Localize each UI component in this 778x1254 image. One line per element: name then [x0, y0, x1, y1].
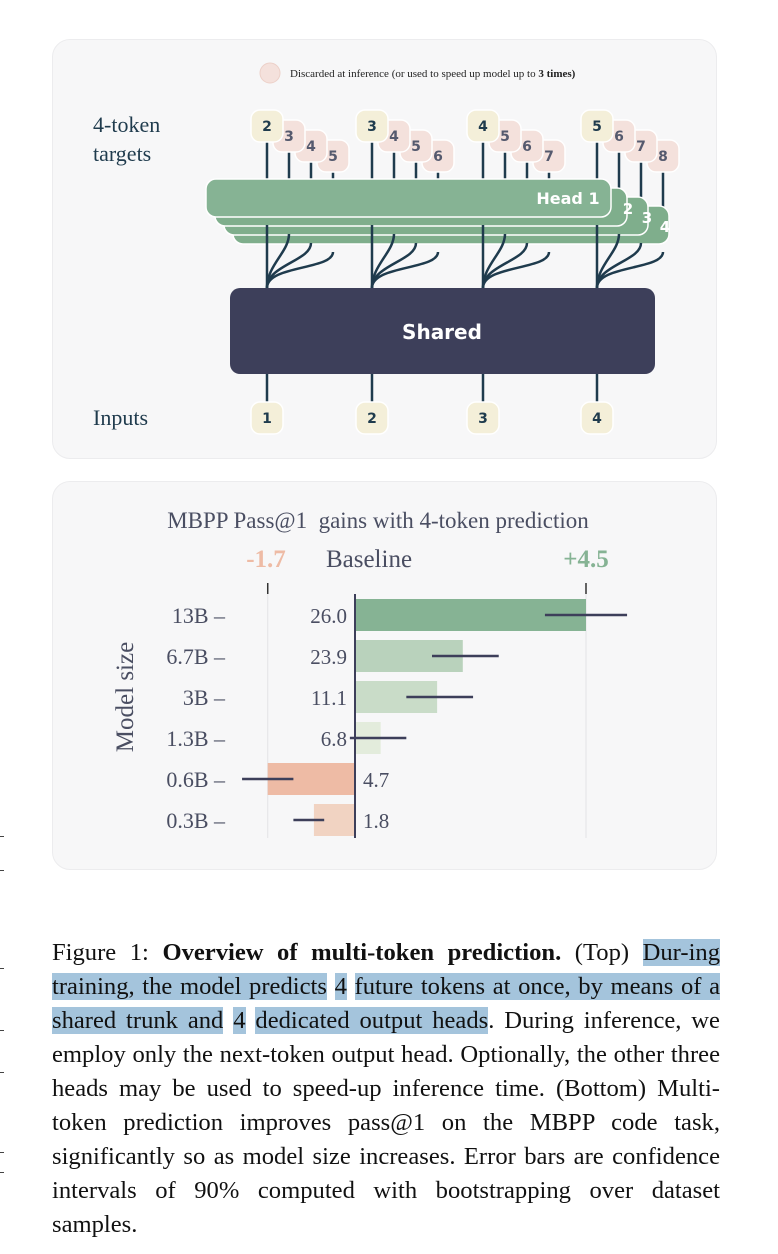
target-token-label: 4 — [389, 129, 399, 145]
target-token-label: 3 — [367, 119, 377, 135]
shared-trunk-block — [230, 288, 655, 374]
target-token-label: 5 — [328, 149, 338, 165]
target-token-label: 6 — [522, 139, 532, 155]
output-head-1 — [205, 178, 612, 218]
input-token-label: 1 — [262, 411, 272, 427]
baseline-value-label: 6.8 — [321, 727, 347, 751]
caption-text: . During inference, we employ only the n… — [52, 1007, 720, 1238]
category-label: 6.7B – — [166, 644, 226, 669]
input-token-label: 4 — [592, 411, 602, 427]
caption-figure-label: Figure 1: — [52, 939, 163, 966]
caption-highlight: dedicated output heads — [255, 1007, 489, 1034]
target-token-label: 6 — [433, 149, 443, 165]
caption-text — [223, 1007, 233, 1034]
input-token — [250, 401, 284, 435]
head-label: 4 — [660, 218, 670, 236]
target-token-label: 5 — [500, 129, 510, 145]
target-token-label: 7 — [636, 139, 646, 155]
svg-text:Discarded at inference (or use: Discarded at inference (or used to speed… — [290, 68, 576, 80]
target-token-label: 8 — [658, 149, 668, 165]
category-label: 1.3B – — [166, 726, 226, 751]
category-label: 0.3B – — [166, 808, 226, 833]
input-token — [580, 401, 614, 435]
baseline-value-label: 1.8 — [363, 809, 389, 833]
target-token-label: 7 — [544, 149, 554, 165]
shared-label: Shared — [402, 320, 482, 344]
input-token — [466, 401, 500, 435]
y-axis-label: Model size — [112, 642, 139, 752]
target-token — [355, 109, 389, 143]
target-token — [466, 109, 500, 143]
margin-mark — [0, 870, 4, 871]
target-token — [580, 109, 614, 143]
caption-title: Overview of multi-token prediction. — [162, 939, 562, 966]
chart-marks: 13B – 26.0 6.7B – 23.9 3B – 11.1 1.3B – 6.8 0.6B… — [166, 583, 628, 838]
discarded-legend-icon — [259, 62, 281, 84]
targets-label-line1: 4-token — [93, 112, 160, 137]
legend-text-bold: 3 times) — [538, 68, 575, 80]
legend-text: Discarded at inference (or used to speed… — [290, 68, 538, 80]
head-label: 2 — [623, 200, 633, 218]
baseline-value-label: 26.0 — [310, 604, 347, 628]
figure-caption: Figure 1: Overview of multi-token predic… — [52, 936, 721, 1242]
target-token-label: 4 — [478, 119, 488, 135]
architecture-diagram: Discarded at inference (or used to speed… — [93, 62, 680, 435]
baseline-value-label: 11.1 — [311, 686, 347, 710]
input-token-label: 2 — [367, 411, 377, 427]
head-label: 3 — [642, 209, 652, 227]
category-label: 3B – — [183, 685, 226, 710]
head-label: Head 1 — [536, 189, 599, 208]
caption-text — [347, 973, 355, 1000]
targets-label-line2: targets — [93, 141, 151, 166]
target-token — [250, 109, 284, 143]
fan-line — [370, 251, 440, 289]
baseline-value-label: 23.9 — [310, 645, 347, 669]
target-token-label: 4 — [306, 139, 316, 155]
inputs-label: Inputs — [93, 405, 148, 430]
fan-line — [595, 251, 665, 289]
mbpp-chart-panel: MBPP Pass@1 gains with 4-token predictio… — [52, 481, 717, 870]
margin-mark — [0, 1030, 4, 1031]
input-token — [355, 401, 389, 435]
margin-mark — [0, 1152, 4, 1153]
category-label: 0.6B – — [166, 767, 226, 792]
max-label: +4.5 — [563, 546, 609, 573]
margin-mark — [0, 836, 4, 837]
target-token-label: 6 — [614, 129, 624, 145]
chart-title: MBPP Pass@1 gains with 4-token predictio… — [167, 508, 589, 533]
caption-text — [246, 1007, 256, 1034]
margin-mark — [0, 1172, 4, 1173]
baseline-value-label: 4.7 — [363, 768, 389, 792]
input-token-label: 3 — [478, 411, 488, 427]
caption-highlight: 4 — [233, 1007, 246, 1034]
target-token-label: 3 — [284, 129, 294, 145]
caption-text — [327, 973, 335, 1000]
margin-mark — [0, 968, 4, 969]
min-label: -1.7 — [246, 546, 286, 573]
target-token-label: 5 — [592, 119, 602, 135]
mbpp-gain-chart: MBPP Pass@1 gains with 4-token predictio… — [112, 508, 628, 838]
baseline-label: Baseline — [326, 546, 412, 573]
target-token-label: 5 — [411, 139, 421, 155]
fan-line — [265, 251, 335, 289]
target-token-label: 2 — [262, 119, 272, 135]
caption-highlight: 4 — [334, 973, 347, 1000]
margin-mark — [0, 1072, 4, 1073]
category-label: 13B – — [172, 603, 226, 628]
caption-text: (Top) — [561, 939, 643, 966]
fan-line — [481, 251, 551, 289]
architecture-figure-panel: Discarded at inference (or used to speed… — [52, 39, 717, 459]
